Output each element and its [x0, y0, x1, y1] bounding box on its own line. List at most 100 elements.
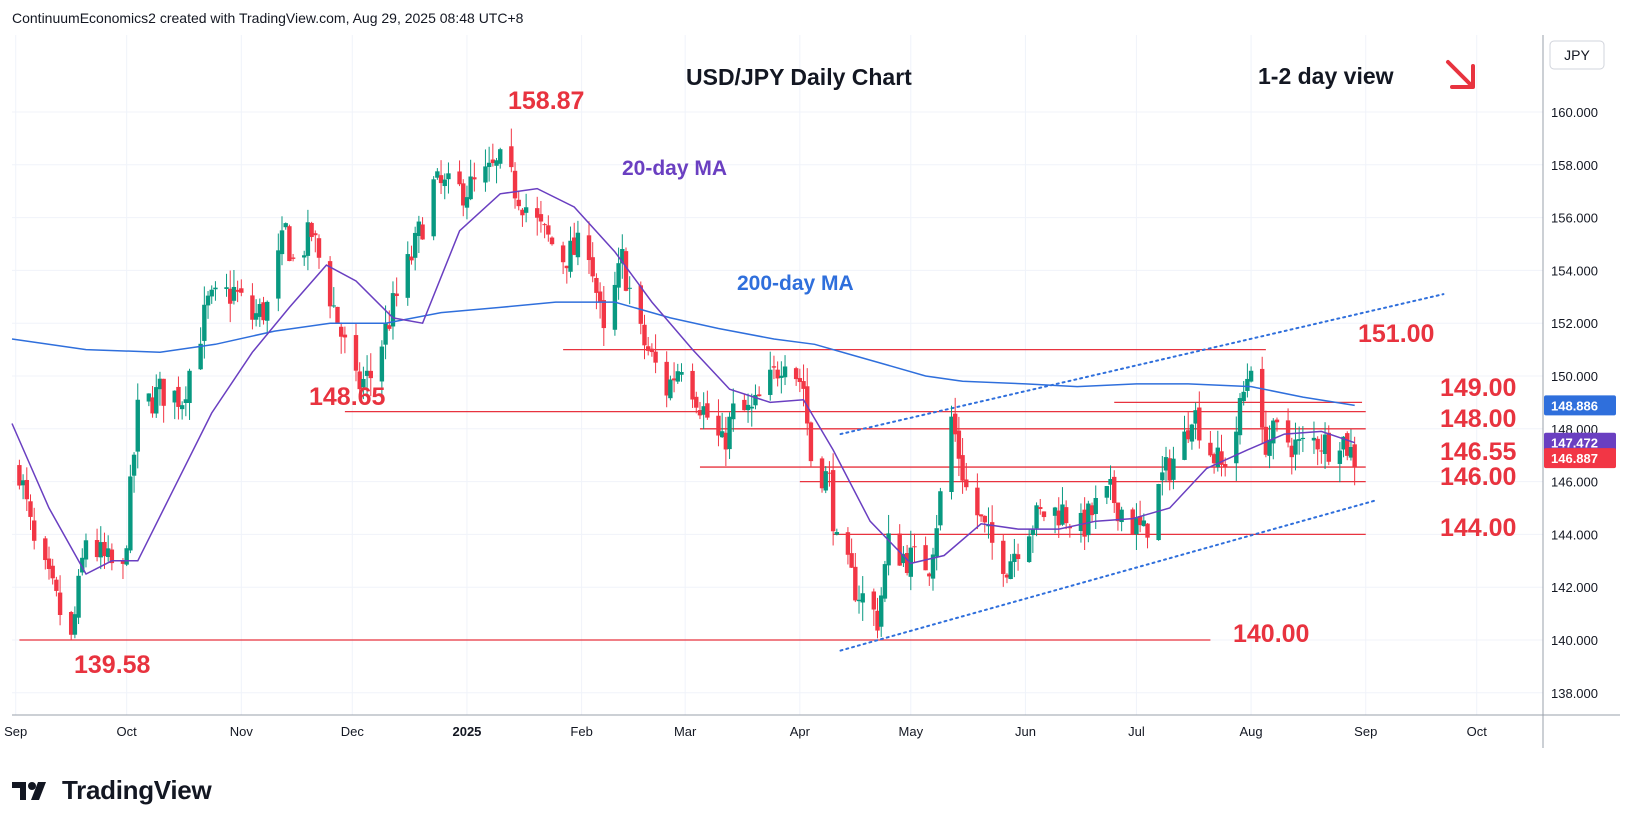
- candle-body: [779, 375, 784, 378]
- candle-body: [135, 399, 140, 452]
- x-tick-label: Apr: [790, 724, 811, 739]
- candle-body: [516, 199, 521, 207]
- annotation-low: 139.58: [74, 651, 151, 679]
- candle-body: [1104, 486, 1110, 498]
- candle-body: [1145, 523, 1150, 538]
- candle-body: [172, 390, 177, 403]
- y-tick-label: 138.000: [1551, 686, 1598, 701]
- candle-body: [535, 208, 540, 218]
- candle-body: [124, 548, 129, 565]
- candle-body: [753, 394, 758, 406]
- tradingview-logo[interactable]: TradingView: [12, 775, 212, 806]
- candle-body: [394, 293, 399, 297]
- candle-body: [1052, 507, 1058, 516]
- candle-body: [1193, 410, 1198, 424]
- candle-body: [353, 335, 359, 371]
- candle-body: [853, 566, 858, 601]
- candle-body: [31, 520, 37, 541]
- x-tick-label: 2025: [452, 724, 481, 739]
- candle-body: [960, 455, 965, 481]
- down-arrow-icon: [1446, 60, 1475, 89]
- candle-body: [342, 334, 348, 338]
- candle-body: [952, 413, 958, 435]
- candle-body: [387, 325, 392, 329]
- candle-body: [1008, 561, 1013, 580]
- candle-body: [316, 238, 322, 258]
- candle-body: [1137, 516, 1143, 526]
- y-tick-label: 146.000: [1551, 475, 1598, 490]
- candle-body: [1093, 497, 1098, 514]
- candle-body: [612, 284, 618, 330]
- candle-body: [653, 351, 658, 363]
- candle-body: [616, 263, 621, 288]
- x-tick-label: Feb: [570, 724, 592, 739]
- candle-body: [1167, 458, 1172, 481]
- candle-body: [54, 579, 59, 591]
- candle-body: [383, 323, 388, 345]
- candle-body: [1296, 439, 1302, 441]
- y-tick-label: 142.000: [1551, 580, 1598, 595]
- candle-body: [1352, 444, 1357, 468]
- candle-body: [1026, 536, 1032, 563]
- candle-body: [313, 233, 318, 236]
- candle-body: [435, 171, 440, 178]
- candle-body: [1015, 554, 1021, 560]
- candle-body: [1004, 574, 1010, 578]
- candle-body: [364, 370, 370, 376]
- candle-body: [1222, 463, 1228, 467]
- candle-body: [1171, 458, 1176, 480]
- candle-body: [694, 396, 699, 408]
- candle-body: [1038, 507, 1043, 510]
- candle-body: [131, 454, 137, 476]
- x-tick-label: Aug: [1240, 724, 1263, 739]
- candle-body: [20, 480, 26, 486]
- candle-body: [1248, 370, 1254, 382]
- x-tick-label: Nov: [230, 724, 254, 739]
- candle-body: [28, 501, 33, 517]
- candle-body: [1345, 433, 1350, 456]
- candle-body: [586, 235, 592, 261]
- candle-body: [361, 378, 366, 388]
- candle-body: [1311, 437, 1317, 441]
- candle-body: [1056, 510, 1061, 526]
- chart-header: ContinuumEconomics2 created with Trading…: [12, 10, 524, 26]
- candle-body: [187, 370, 192, 403]
- candle-body: [923, 545, 928, 571]
- candle-body: [76, 575, 81, 618]
- candle-body: [102, 541, 107, 557]
- x-tick-label: Jul: [1128, 724, 1145, 739]
- x-tick-label: Mar: [674, 724, 697, 739]
- candle-body: [1163, 457, 1169, 471]
- currency-box[interactable]: [1549, 40, 1605, 70]
- price-label-text: 147.472: [1551, 436, 1598, 451]
- candle-body: [1326, 432, 1331, 462]
- candle-body: [287, 226, 292, 262]
- candle-body: [390, 293, 396, 327]
- ma20-label: 20-day MA: [622, 157, 727, 180]
- candle-body: [146, 393, 152, 402]
- candle-body: [520, 209, 525, 216]
- candle-body: [43, 538, 48, 561]
- candle-body: [368, 370, 373, 379]
- chart-title: USD/JPY Daily Chart: [686, 64, 912, 90]
- candle-body: [701, 406, 706, 415]
- candle-body: [1186, 430, 1191, 440]
- candle-body: [202, 304, 207, 341]
- candle-body: [105, 548, 111, 558]
- candle-body: [1237, 398, 1243, 436]
- candle-body: [638, 285, 643, 324]
- candle-body: [416, 221, 422, 236]
- candle-body: [560, 245, 566, 263]
- candle-body: [205, 295, 211, 306]
- candle-body: [679, 372, 684, 375]
- candle-body: [575, 232, 581, 258]
- candle-body: [568, 240, 573, 272]
- candle-body: [250, 295, 255, 320]
- candle-body: [438, 175, 444, 184]
- candle-body: [253, 313, 259, 320]
- level-label-151: 151.00: [1358, 320, 1434, 348]
- candle-body: [509, 146, 514, 168]
- candle-body: [231, 286, 237, 301]
- candle-body: [1322, 434, 1328, 455]
